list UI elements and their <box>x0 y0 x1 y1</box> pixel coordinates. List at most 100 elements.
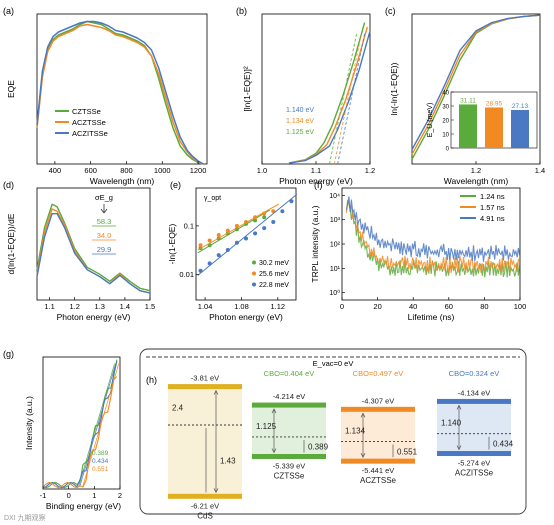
panel-d-line <box>36 208 151 294</box>
inset-y-tick-label: 20 <box>442 119 449 125</box>
y-axis-label: TRPL intensity (a.u.) <box>310 205 320 282</box>
legend-label: 30.2 meV <box>259 260 289 267</box>
x-axis-label: Lifetime (ns) <box>408 312 455 322</box>
extrapolation-line <box>333 33 362 165</box>
x-tick-label: 800 <box>120 166 133 175</box>
legend-label: 1.24 ns <box>480 192 505 201</box>
eqe-line-ACZTSSe <box>36 23 204 165</box>
bandgap-label: 2.4 <box>172 404 184 413</box>
sigma-eg-value: 58.3 <box>97 217 112 226</box>
panel-d-line <box>36 212 151 294</box>
x-axis-label: Binding energy (eV) <box>46 501 121 511</box>
x-tick-label: 20 <box>373 302 381 311</box>
bandgap-annotation: 1.140 eV <box>286 107 314 114</box>
x-tick-label: 40 <box>409 302 417 311</box>
x-axis-label: Photon energy (eV) <box>279 176 353 186</box>
legend-label: 1.57 ns <box>480 203 505 212</box>
legend-marker <box>252 260 256 265</box>
fit-line <box>197 193 298 276</box>
panel-label-d: (d) <box>3 180 14 190</box>
legend-label: ACZTSSe <box>72 118 106 127</box>
watermark-text: DXI 九期观察 <box>4 513 46 522</box>
data-point <box>198 243 203 248</box>
valence-band-edge <box>252 453 326 459</box>
tangent-line <box>82 363 120 487</box>
panel-c-line <box>411 14 541 150</box>
sigma-eg-value: 34.0 <box>97 231 112 240</box>
data-point <box>216 253 221 258</box>
band-fill <box>341 409 415 462</box>
bandgap-annotation: 1.134 eV <box>286 118 314 125</box>
bandgap-label: 1.140 <box>441 418 462 427</box>
conduction-band-edge <box>341 406 415 412</box>
x-tick-label: 1.04 <box>198 302 213 311</box>
x-tick-label: 1.2 <box>365 166 375 175</box>
inset-bar <box>511 110 529 148</box>
legend-label: CZTSSe <box>72 107 101 116</box>
data-point <box>234 223 239 228</box>
xps-trace <box>42 361 118 489</box>
inset-y-tick-label: 30 <box>442 105 449 111</box>
panel-e-frame <box>195 187 297 301</box>
x-tick-label: 1.1 <box>44 302 54 311</box>
panel-a-frame <box>36 13 208 165</box>
y-tick-label: 10⁰ <box>329 289 340 297</box>
data-point <box>244 220 248 225</box>
panel-label-g: (g) <box>3 349 14 359</box>
arrow-head-icon <box>271 408 277 454</box>
data-point <box>253 231 258 236</box>
x-tick-label: 1 <box>92 491 96 500</box>
data-point <box>225 228 230 233</box>
conduction-band-edge <box>168 384 242 390</box>
legend-label: ACZITSSe <box>72 129 108 138</box>
data-point <box>198 268 203 273</box>
data-point <box>225 247 230 252</box>
legend-label: 4.91 ns <box>480 214 505 223</box>
gamma-label: γ_opt <box>204 195 221 202</box>
tangent-line <box>78 363 115 487</box>
inset-bar-label: 28.95 <box>486 100 503 107</box>
material-name: CdS <box>197 511 213 520</box>
valence-band-edge <box>168 493 242 499</box>
inset-y-tick-label: 40 <box>442 91 449 97</box>
data-point <box>253 215 258 220</box>
panel-h-frame <box>139 348 527 515</box>
eqe-line-CZTSSe <box>36 20 204 165</box>
x-axis-label: Wavelength (nm) <box>444 176 509 186</box>
sigma-eg-value: 29.9 <box>97 245 112 254</box>
x-tick-label: -1 <box>40 491 47 500</box>
vbm-value: 0.551 <box>92 466 109 473</box>
vacuum-level-label: E_vac=0 eV <box>313 359 354 368</box>
panel-label-h: (h) <box>146 375 157 385</box>
panel-d-frame <box>36 187 151 301</box>
y-axis-label: ln(-ln(1-EQE)) <box>389 62 399 115</box>
band-top-label: -4.307 eV <box>362 396 395 405</box>
cbo-label: CBO=0.324 eV <box>449 369 500 378</box>
cbo-label: CBO=0.404 eV <box>264 369 315 378</box>
inset-y-tick-label: 10 <box>442 133 449 139</box>
down-arrow-icon <box>100 204 108 214</box>
panel-b-line <box>288 30 371 164</box>
data-point <box>262 226 267 231</box>
vbm-value: 0.389 <box>92 450 109 457</box>
x-axis-label: Wavelength (nm) <box>90 176 155 186</box>
offset-label: 0.434 <box>493 440 514 449</box>
trpl-trace <box>345 199 521 274</box>
data-point <box>253 218 258 223</box>
x-tick-label: 1.2 <box>69 302 79 311</box>
arrow-head-icon <box>456 404 462 451</box>
y-axis-label: Intensity (a.u.) <box>24 396 34 450</box>
x-tick-label: 0 <box>67 491 71 500</box>
x-axis-label: Photon energy (eV) <box>209 312 283 322</box>
data-point <box>207 238 212 243</box>
y-tick-label: 10⁴ <box>329 193 340 200</box>
panel-label-c: (c) <box>385 6 396 16</box>
band-top-label: -3.81 eV <box>191 374 219 383</box>
extrapolation-line <box>329 33 357 165</box>
x-tick-label: 1000 <box>154 166 171 175</box>
sigma-eg-header: σE_g <box>95 193 113 202</box>
band-bottom-label: -5.339 eV <box>273 461 306 470</box>
x-tick-label: 0 <box>340 302 344 311</box>
legend-marker <box>252 271 256 276</box>
x-tick-label: 80 <box>480 302 488 311</box>
